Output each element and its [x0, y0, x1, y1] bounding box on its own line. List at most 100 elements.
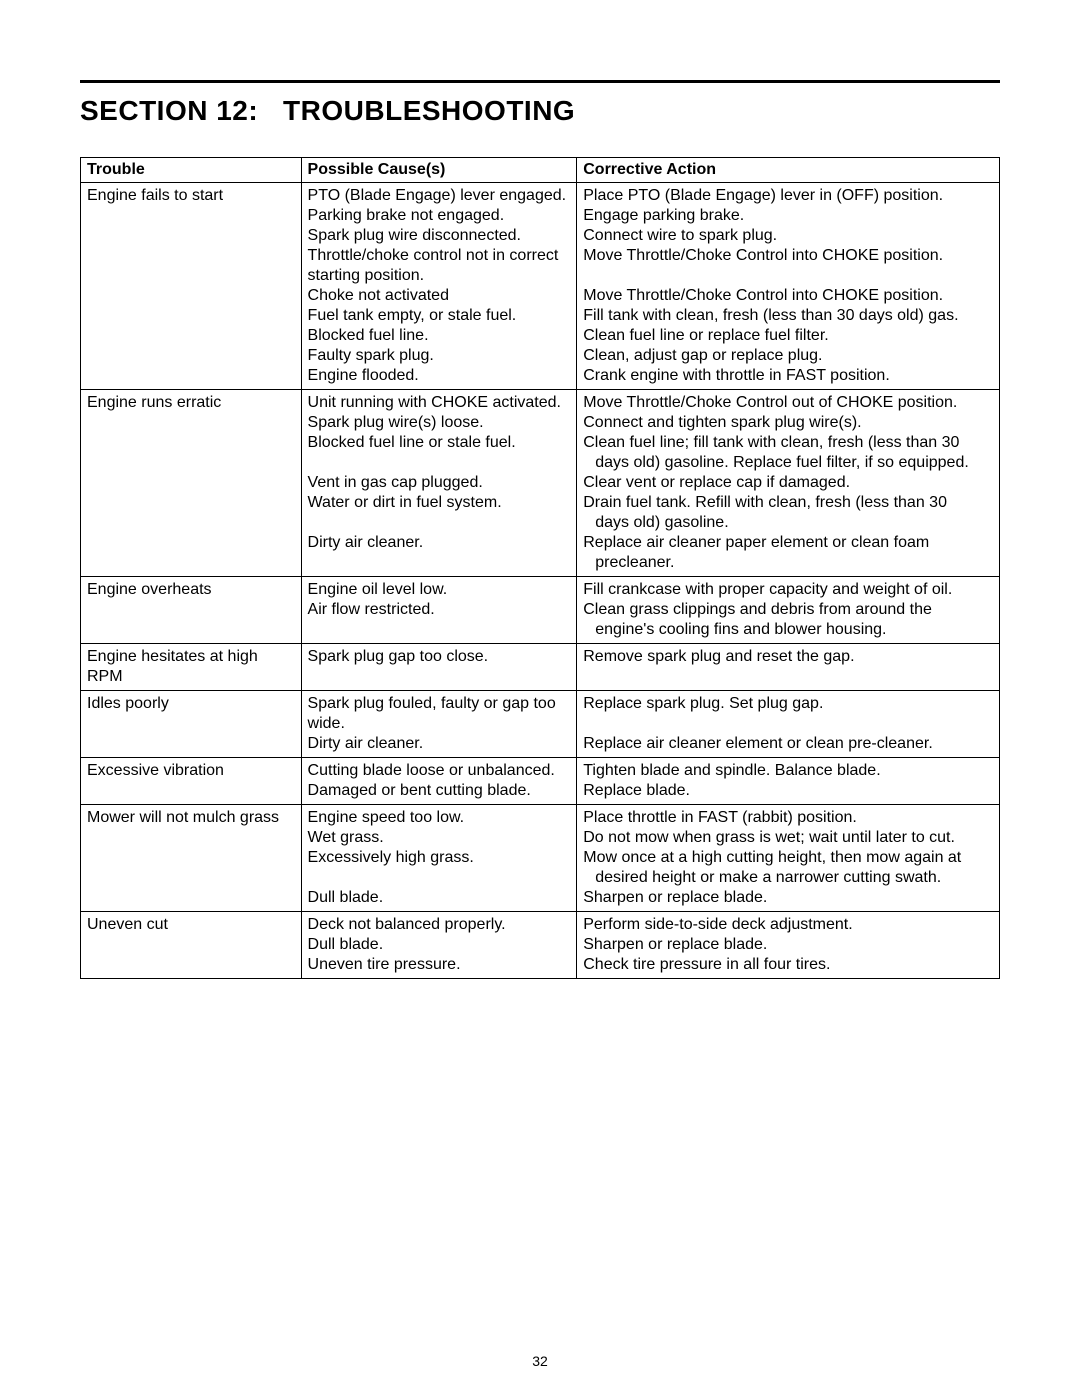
cell-action: Perform side-to-side deck adjustment.Sha…	[577, 912, 1000, 979]
action-line: Fill crankcase with proper capacity and …	[583, 580, 993, 600]
cause-line: Air flow restricted.	[308, 600, 571, 620]
table-row: Excessive vibrationCutting blade loose o…	[81, 758, 1000, 805]
cell-action: Replace spark plug. Set plug gap. Replac…	[577, 691, 1000, 758]
cause-line: Uneven tire pressure.	[308, 955, 571, 975]
cause-line: Dirty air cleaner.	[308, 533, 571, 553]
cause-line: Engine speed too low.	[308, 808, 571, 828]
action-line: Connect and tighten spark plug wire(s).	[583, 413, 993, 433]
section-name: TROUBLESHOOTING	[283, 95, 575, 126]
header-action: Corrective Action	[577, 158, 1000, 183]
cause-line: Dull blade.	[308, 935, 571, 955]
action-line: Crank engine with throttle in FAST posit…	[583, 366, 993, 386]
action-line: Tighten blade and spindle. Balance blade…	[583, 761, 993, 781]
cell-cause: Engine oil level low.Air flow restricted…	[301, 577, 577, 644]
cause-line: Cutting blade loose or unbalanced.	[308, 761, 571, 781]
cause-line	[308, 868, 571, 888]
cell-cause: Unit running with CHOKE activated.Spark …	[301, 390, 577, 577]
action-line: Replace air cleaner element or clean pre…	[583, 734, 993, 754]
action-line: Replace air cleaner paper element or cle…	[583, 533, 993, 553]
action-line: Do not mow when grass is wet; wait until…	[583, 828, 993, 848]
table-row: Idles poorlySpark plug fouled, faulty or…	[81, 691, 1000, 758]
table-row: Engine fails to startPTO (Blade Engage) …	[81, 183, 1000, 390]
section-title: SECTION 12: TROUBLESHOOTING	[80, 95, 1000, 127]
header-cause: Possible Cause(s)	[301, 158, 577, 183]
cell-cause: Deck not balanced properly.Dull blade.Un…	[301, 912, 577, 979]
cell-trouble: Engine fails to start	[81, 183, 302, 390]
cause-line: Throttle/choke control not in correct st…	[308, 246, 571, 286]
action-line: Clean fuel line; fill tank with clean, f…	[583, 433, 993, 453]
table-body: Engine fails to startPTO (Blade Engage) …	[81, 183, 1000, 979]
cause-line: Spark plug wire(s) loose.	[308, 413, 571, 433]
cause-line: Blocked fuel line.	[308, 326, 571, 346]
cause-line: Vent in gas cap plugged.	[308, 473, 571, 493]
cell-action: Place PTO (Blade Engage) lever in (OFF) …	[577, 183, 1000, 390]
cause-line	[308, 453, 571, 473]
cause-line: Damaged or bent cutting blade.	[308, 781, 571, 801]
cause-line: Engine flooded.	[308, 366, 571, 386]
cause-line: Water or dirt in fuel system.	[308, 493, 571, 513]
section-divider	[80, 80, 1000, 83]
cell-action: Move Throttle/Choke Control out of CHOKE…	[577, 390, 1000, 577]
action-line: Remove spark plug and reset the gap.	[583, 647, 993, 667]
action-line: Perform side-to-side deck adjustment.	[583, 915, 993, 935]
action-line: days old) gasoline. Replace fuel filter,…	[583, 453, 993, 473]
table-row: Uneven cutDeck not balanced properly.Dul…	[81, 912, 1000, 979]
cause-line: Deck not balanced properly.	[308, 915, 571, 935]
cell-cause: Spark plug gap too close.	[301, 644, 577, 691]
table-header-row: Trouble Possible Cause(s) Corrective Act…	[81, 158, 1000, 183]
cell-trouble: Engine runs erratic	[81, 390, 302, 577]
action-line: Engage parking brake.	[583, 206, 993, 226]
action-line: Clean fuel line or replace fuel filter.	[583, 326, 993, 346]
action-line	[583, 714, 993, 734]
table-row: Mower will not mulch grassEngine speed t…	[81, 805, 1000, 912]
cause-line: Engine oil level low.	[308, 580, 571, 600]
cause-line: Dirty air cleaner.	[308, 734, 571, 754]
action-line: Place throttle in FAST (rabbit) position…	[583, 808, 993, 828]
cell-trouble: Excessive vibration	[81, 758, 302, 805]
action-line: Clean grass clippings and debris from ar…	[583, 600, 993, 620]
cause-line: Choke not activated	[308, 286, 571, 306]
cell-cause: Cutting blade loose or unbalanced.Damage…	[301, 758, 577, 805]
action-line: Clear vent or replace cap if damaged.	[583, 473, 993, 493]
cell-cause: Spark plug fouled, faulty or gap too wid…	[301, 691, 577, 758]
cell-cause: PTO (Blade Engage) lever engaged.Parking…	[301, 183, 577, 390]
cell-trouble: Uneven cut	[81, 912, 302, 979]
cell-trouble: Engine overheats	[81, 577, 302, 644]
cause-line: Wet grass.	[308, 828, 571, 848]
action-line: Place PTO (Blade Engage) lever in (OFF) …	[583, 186, 993, 206]
cause-line: Unit running with CHOKE activated.	[308, 393, 571, 413]
action-line: Drain fuel tank. Refill with clean, fres…	[583, 493, 993, 513]
cause-line: Excessively high grass.	[308, 848, 571, 868]
action-line: desired height or make a narrower cuttin…	[583, 868, 993, 888]
cause-line: Dull blade.	[308, 888, 571, 908]
cause-line: PTO (Blade Engage) lever engaged.	[308, 186, 571, 206]
action-line: Replace blade.	[583, 781, 993, 801]
table-row: Engine hesitates at high RPMSpark plug g…	[81, 644, 1000, 691]
action-line: Check tire pressure in all four tires.	[583, 955, 993, 975]
cell-cause: Engine speed too low.Wet grass.Excessive…	[301, 805, 577, 912]
action-line: Connect wire to spark plug.	[583, 226, 993, 246]
action-line: Sharpen or replace blade.	[583, 888, 993, 908]
action-line: precleaner.	[583, 553, 993, 573]
cell-trouble: Engine hesitates at high RPM	[81, 644, 302, 691]
cause-line: Blocked fuel line or stale fuel.	[308, 433, 571, 453]
page-number: 32	[532, 1353, 548, 1369]
action-line: Sharpen or replace blade.	[583, 935, 993, 955]
cell-action: Fill crankcase with proper capacity and …	[577, 577, 1000, 644]
action-line	[583, 266, 993, 286]
action-line: Mow once at a high cutting height, then …	[583, 848, 993, 868]
action-line: engine's cooling fins and blower housing…	[583, 620, 993, 640]
action-line: Move Throttle/Choke Control into CHOKE p…	[583, 286, 993, 306]
troubleshooting-table: Trouble Possible Cause(s) Corrective Act…	[80, 157, 1000, 979]
cause-line	[308, 513, 571, 533]
cause-line: Faulty spark plug.	[308, 346, 571, 366]
action-line: Move Throttle/Choke Control out of CHOKE…	[583, 393, 993, 413]
table-row: Engine runs erraticUnit running with CHO…	[81, 390, 1000, 577]
header-trouble: Trouble	[81, 158, 302, 183]
section-number: SECTION 12:	[80, 95, 258, 126]
action-line: Clean, adjust gap or replace plug.	[583, 346, 993, 366]
cause-line: Fuel tank empty, or stale fuel.	[308, 306, 571, 326]
table-row: Engine overheatsEngine oil level low.Air…	[81, 577, 1000, 644]
cell-action: Tighten blade and spindle. Balance blade…	[577, 758, 1000, 805]
cell-trouble: Mower will not mulch grass	[81, 805, 302, 912]
